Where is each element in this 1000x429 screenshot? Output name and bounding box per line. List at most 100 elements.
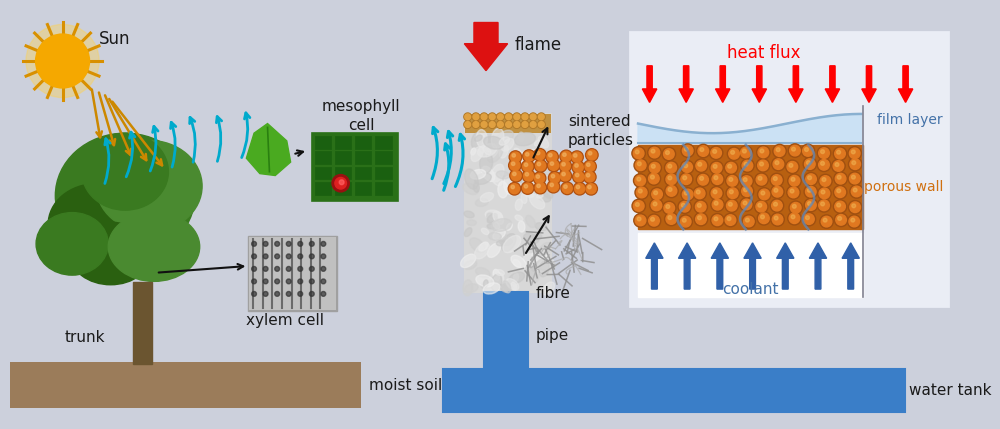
Text: fibre: fibre (536, 287, 571, 302)
Ellipse shape (495, 269, 504, 275)
Ellipse shape (500, 233, 507, 245)
Circle shape (651, 218, 654, 221)
Circle shape (321, 279, 326, 284)
Circle shape (523, 183, 533, 193)
Circle shape (561, 151, 571, 161)
Circle shape (560, 171, 570, 181)
Circle shape (848, 172, 862, 185)
Ellipse shape (48, 184, 144, 266)
Circle shape (635, 186, 648, 199)
Circle shape (773, 177, 777, 181)
Ellipse shape (517, 151, 531, 164)
Circle shape (635, 150, 639, 154)
Polygon shape (246, 124, 291, 175)
Circle shape (286, 266, 291, 271)
Circle shape (712, 215, 723, 226)
Circle shape (36, 34, 89, 88)
Ellipse shape (481, 144, 492, 152)
Circle shape (573, 182, 586, 195)
Circle shape (649, 173, 659, 184)
Ellipse shape (503, 236, 521, 253)
Circle shape (252, 266, 256, 271)
Circle shape (550, 183, 553, 187)
Ellipse shape (493, 230, 505, 239)
Ellipse shape (498, 181, 508, 198)
Ellipse shape (513, 155, 533, 167)
FancyArrow shape (646, 243, 663, 289)
FancyArrow shape (679, 66, 693, 103)
Ellipse shape (495, 176, 511, 185)
Ellipse shape (483, 280, 488, 287)
Circle shape (649, 147, 660, 158)
Circle shape (538, 114, 544, 120)
Ellipse shape (470, 238, 485, 253)
Circle shape (728, 164, 732, 168)
Bar (375, 136, 392, 148)
Circle shape (755, 200, 768, 214)
Circle shape (514, 122, 520, 127)
Circle shape (820, 176, 831, 186)
Ellipse shape (511, 282, 517, 290)
Circle shape (823, 218, 827, 222)
Circle shape (772, 157, 785, 171)
Circle shape (698, 175, 708, 185)
Circle shape (535, 183, 545, 193)
Bar (315, 182, 331, 195)
Circle shape (309, 242, 314, 246)
Circle shape (547, 159, 560, 172)
Circle shape (575, 173, 579, 177)
Circle shape (819, 174, 832, 188)
Circle shape (848, 200, 862, 214)
Ellipse shape (484, 136, 504, 149)
FancyArrow shape (862, 66, 876, 103)
Circle shape (286, 279, 291, 284)
Circle shape (837, 175, 841, 179)
Bar (638, 145, 863, 230)
Circle shape (562, 163, 565, 166)
Circle shape (636, 187, 647, 198)
Circle shape (772, 200, 782, 211)
Circle shape (739, 146, 753, 159)
Circle shape (791, 178, 795, 181)
Ellipse shape (467, 220, 476, 226)
Ellipse shape (470, 169, 486, 179)
Circle shape (694, 200, 707, 214)
Bar (315, 151, 331, 164)
Circle shape (772, 214, 783, 225)
Circle shape (833, 185, 847, 199)
Circle shape (509, 159, 521, 172)
Ellipse shape (524, 190, 534, 197)
Circle shape (849, 148, 860, 159)
Text: film layer: film layer (877, 113, 943, 127)
Circle shape (586, 173, 590, 177)
Circle shape (551, 175, 555, 178)
Circle shape (575, 164, 578, 167)
Circle shape (740, 174, 753, 188)
Ellipse shape (495, 130, 513, 146)
Circle shape (637, 177, 641, 181)
Circle shape (849, 216, 860, 227)
Circle shape (848, 157, 862, 171)
Circle shape (806, 174, 816, 184)
FancyArrow shape (464, 22, 508, 71)
Circle shape (819, 188, 830, 199)
Circle shape (740, 184, 754, 198)
Circle shape (649, 215, 659, 226)
Ellipse shape (473, 183, 479, 192)
Circle shape (339, 180, 344, 184)
Circle shape (700, 176, 704, 180)
Circle shape (770, 173, 783, 187)
Ellipse shape (530, 194, 545, 209)
Circle shape (744, 162, 748, 166)
Circle shape (728, 202, 732, 206)
Circle shape (522, 160, 534, 173)
Ellipse shape (478, 144, 497, 157)
FancyArrow shape (809, 243, 827, 289)
Ellipse shape (521, 194, 527, 203)
Circle shape (263, 254, 268, 259)
Ellipse shape (491, 164, 504, 182)
Ellipse shape (475, 133, 487, 144)
Circle shape (804, 214, 814, 224)
Circle shape (665, 212, 678, 226)
Circle shape (488, 113, 496, 121)
